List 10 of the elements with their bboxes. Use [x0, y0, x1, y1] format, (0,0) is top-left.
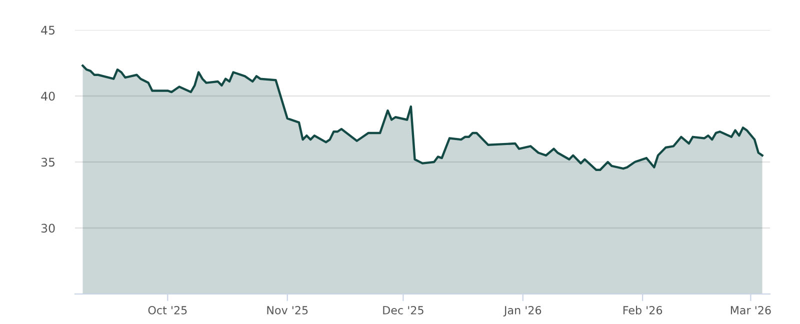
x-tick-label: Jan '26 [503, 306, 542, 316]
y-tick-label: 45 [41, 26, 55, 35]
x-tick-label: Mar '26 [730, 306, 771, 314]
x-tick-label: Feb '26 [623, 306, 662, 314]
x-tick-label: Nov '25 [267, 306, 308, 314]
y-tick-label: 35 [41, 158, 55, 167]
x-tick-label: Dec '25 [383, 306, 424, 314]
x-tick-label: Oct '25 [148, 306, 187, 314]
y-tick-label: 40 [41, 92, 55, 101]
y-tick-label: 30 [41, 224, 55, 233]
